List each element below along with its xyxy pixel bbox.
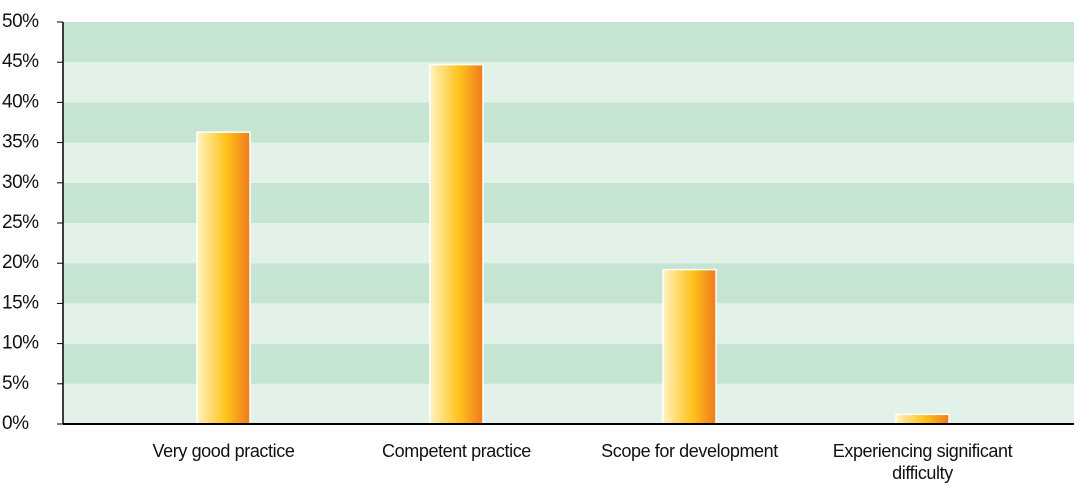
bar: [895, 413, 950, 425]
y-tick-label: 20%: [2, 252, 39, 273]
bar: [196, 131, 251, 425]
x-tick-label: Scope for development: [601, 441, 778, 461]
y-tick-label: 10%: [2, 333, 39, 354]
x-tick-label: Competent practice: [382, 441, 531, 461]
x-tick-label: Experiencing significant difficulty: [832, 441, 1013, 483]
y-tick-label: 30%: [2, 172, 39, 193]
y-tick-label: 50%: [2, 11, 39, 32]
y-tick-label: 5%: [2, 373, 29, 394]
grid-band: [63, 62, 1074, 103]
bar: [429, 63, 484, 425]
x-tick-label: Very good practice: [152, 441, 295, 461]
y-tick-label: 45%: [2, 51, 39, 72]
y-tick-label: 15%: [2, 292, 39, 313]
y-tick-label: 40%: [2, 91, 39, 112]
grid-band: [63, 22, 1074, 63]
bar: [662, 268, 717, 425]
y-tick-label: 25%: [2, 212, 39, 233]
y-tick-label: 35%: [2, 132, 39, 153]
y-tick-label: 0%: [2, 413, 29, 434]
